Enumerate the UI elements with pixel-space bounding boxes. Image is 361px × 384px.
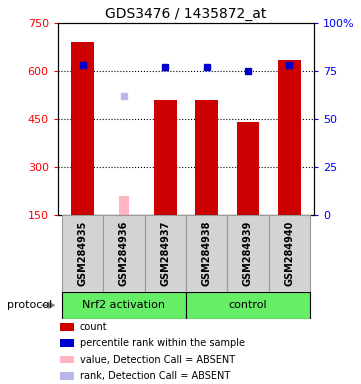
Bar: [60, 356, 74, 363]
Bar: [103, 215, 144, 292]
Bar: [62, 215, 103, 292]
Bar: [186, 215, 227, 292]
Bar: [186, 292, 310, 319]
Bar: [119, 196, 129, 215]
Bar: [269, 215, 310, 292]
Text: GSM284935: GSM284935: [78, 221, 88, 286]
Text: GSM284940: GSM284940: [284, 221, 294, 286]
Text: GSM284938: GSM284938: [201, 221, 212, 286]
Bar: [60, 372, 74, 380]
Bar: [62, 292, 186, 319]
Text: protocol: protocol: [7, 300, 52, 310]
Bar: [71, 42, 94, 215]
Bar: [144, 215, 186, 292]
Bar: [195, 100, 218, 215]
Bar: [236, 122, 259, 215]
Text: GSM284937: GSM284937: [160, 221, 170, 286]
Text: control: control: [229, 300, 267, 310]
Bar: [60, 339, 74, 347]
Text: percentile rank within the sample: percentile rank within the sample: [79, 338, 244, 348]
Text: GSM284936: GSM284936: [119, 221, 129, 286]
Title: GDS3476 / 1435872_at: GDS3476 / 1435872_at: [105, 7, 267, 21]
Bar: [154, 100, 177, 215]
Bar: [278, 60, 301, 215]
Text: value, Detection Call = ABSENT: value, Detection Call = ABSENT: [79, 354, 235, 364]
Text: rank, Detection Call = ABSENT: rank, Detection Call = ABSENT: [79, 371, 230, 381]
Bar: [60, 323, 74, 331]
Bar: [227, 215, 269, 292]
Text: Nrf2 activation: Nrf2 activation: [82, 300, 165, 310]
Text: GSM284939: GSM284939: [243, 221, 253, 286]
Text: count: count: [79, 322, 107, 332]
